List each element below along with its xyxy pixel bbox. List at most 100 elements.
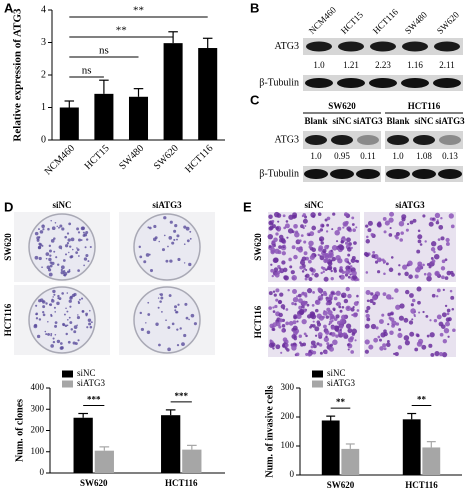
- cell: [291, 230, 295, 234]
- cell: [311, 247, 317, 253]
- colony: [60, 248, 62, 250]
- colony: [64, 253, 68, 256]
- cell: [349, 265, 353, 268]
- colony: [66, 318, 69, 321]
- cell: [428, 265, 432, 269]
- cell: [316, 313, 322, 319]
- cell: [347, 266, 351, 270]
- legend-label: siATG3: [77, 378, 106, 388]
- colony: [47, 332, 51, 336]
- cell: [335, 314, 340, 319]
- cell: [432, 217, 435, 221]
- cell: [376, 257, 382, 263]
- cell: [273, 267, 279, 272]
- cell: [278, 318, 283, 323]
- cell: [323, 292, 328, 297]
- colony: [52, 337, 55, 340]
- colony: [50, 334, 52, 337]
- colony: [36, 334, 41, 339]
- cell: [288, 257, 292, 262]
- cell: [445, 237, 450, 243]
- group-label: SW620: [328, 101, 356, 111]
- column-label: siATG3: [395, 200, 425, 210]
- colony: [64, 324, 68, 327]
- colony: [64, 244, 69, 248]
- colony: [68, 222, 72, 226]
- colony: [36, 238, 40, 242]
- colony: [148, 253, 151, 256]
- cell: [317, 253, 320, 257]
- cell: [310, 340, 316, 346]
- colony: [174, 309, 177, 312]
- y-tick-label: 400: [31, 382, 45, 392]
- lane-label: siNC: [332, 116, 351, 126]
- cell: [430, 257, 434, 260]
- colony: [42, 305, 46, 309]
- cell: [431, 293, 436, 298]
- cell: [347, 261, 350, 264]
- cell: [421, 344, 427, 350]
- colony: [57, 294, 60, 298]
- cell: [293, 315, 297, 320]
- cell: [435, 220, 440, 225]
- colony: [62, 270, 66, 273]
- cell: [277, 299, 283, 305]
- colony: [181, 342, 185, 347]
- cell: [446, 270, 452, 276]
- cell: [326, 244, 330, 248]
- column-label: siNC: [304, 200, 323, 210]
- cell: [288, 321, 294, 326]
- colony: [59, 224, 63, 228]
- cell: [331, 256, 336, 262]
- cell: [301, 318, 307, 325]
- cell: [417, 239, 422, 244]
- x-tick-label: NCM460: [43, 143, 78, 178]
- cell: [296, 295, 299, 298]
- colony: [176, 238, 178, 241]
- colony: [184, 302, 188, 306]
- row-label: SW620: [3, 233, 13, 261]
- colony: [143, 260, 147, 264]
- colony: [81, 309, 85, 313]
- colony: [161, 248, 166, 252]
- colony: [177, 257, 181, 261]
- colony: [193, 322, 197, 326]
- panel-label: E: [243, 199, 252, 214]
- cell: [419, 243, 423, 246]
- cell: [317, 229, 321, 234]
- y-tick-label: 0: [290, 469, 295, 479]
- cell: [395, 231, 400, 236]
- colony: [88, 322, 92, 326]
- colony: [39, 298, 44, 302]
- legend-swatch: [62, 370, 73, 378]
- cell: [450, 224, 455, 229]
- cell: [438, 224, 444, 230]
- cell: [319, 228, 324, 232]
- cell: [333, 292, 336, 295]
- colony: [60, 268, 63, 272]
- dish: [133, 213, 201, 281]
- cell: [350, 350, 355, 354]
- cell: [311, 304, 315, 307]
- colony: [56, 301, 60, 306]
- cell: [285, 220, 289, 223]
- colony: [68, 316, 71, 319]
- cell: [294, 231, 300, 238]
- cell: [422, 263, 425, 267]
- cell: [367, 220, 373, 226]
- blot-band: [401, 78, 429, 88]
- cell: [372, 301, 376, 306]
- cell: [332, 307, 336, 311]
- colony: [69, 321, 73, 324]
- cell: [277, 220, 280, 223]
- cell: [438, 351, 444, 357]
- cell: [291, 245, 296, 250]
- cell: [397, 332, 403, 338]
- cell: [317, 287, 322, 292]
- legend-label: siNC: [327, 368, 346, 378]
- row-label: HCT116: [3, 303, 13, 336]
- colony: [38, 228, 40, 231]
- cell: [292, 296, 299, 303]
- cell: [271, 219, 275, 223]
- blot-band: [413, 135, 435, 145]
